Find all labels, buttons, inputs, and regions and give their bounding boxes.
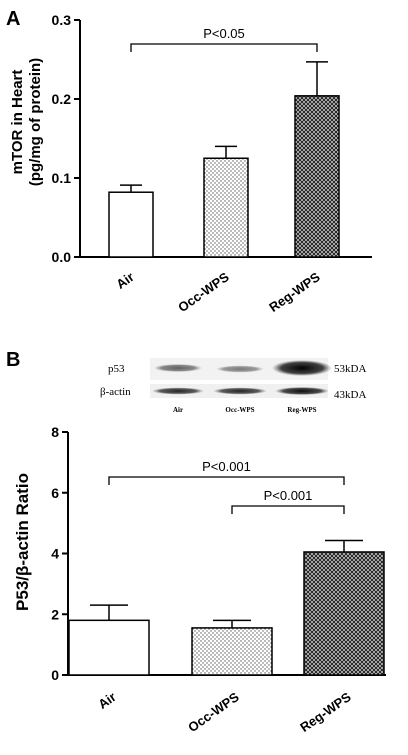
category-label: Air xyxy=(113,269,136,292)
blot-band-actin-air xyxy=(152,387,204,395)
blot-lane-occ: Occ-WPS xyxy=(225,406,254,414)
panel-b: B p53 β-actin 53kDA 43kDA Air Occ-WPS Re… xyxy=(6,349,386,735)
panel-b-ylabel: P53/β-actin Ratio xyxy=(13,473,32,611)
panel-letter-b: B xyxy=(6,349,20,371)
blot-band-p53-air xyxy=(154,364,202,372)
significance-label: P<0.001 xyxy=(264,488,313,503)
significance-label: P<0.001 xyxy=(202,459,251,474)
category-label: Reg-WPS xyxy=(266,269,323,315)
western-blot: p53 β-actin 53kDA 43kDA Air Occ-WPS Reg-… xyxy=(100,358,366,414)
y-tick-label: 8 xyxy=(51,424,59,440)
y-tick-label: 2 xyxy=(51,606,59,622)
panel-b-significance: P<0.001 P<0.001 xyxy=(108,459,345,514)
bar-occ-wps xyxy=(191,627,273,676)
panel-a: A 0.00.10.20.3 P<0.05 Air Occ-WPS Reg-WPS … xyxy=(6,8,372,315)
blot-band-p53-occ xyxy=(216,365,264,373)
bar-air xyxy=(68,619,150,676)
bar-occ-wps xyxy=(203,157,249,258)
y-tick-label: 4 xyxy=(51,546,59,562)
y-tick-label: 0.0 xyxy=(52,249,72,265)
significance-label: P<0.05 xyxy=(203,26,245,41)
blot-band-p53-reg xyxy=(272,360,332,376)
category-label: Occ-WPS xyxy=(175,269,232,315)
category-label: Air xyxy=(95,689,118,712)
bar-reg-wps xyxy=(303,551,385,676)
bar-air xyxy=(108,191,154,258)
blot-size-p53: 53kDA xyxy=(334,363,366,375)
significance-bracket xyxy=(231,505,345,514)
significance-bracket xyxy=(130,43,318,52)
blot-lane-air: Air xyxy=(173,406,183,414)
panel-letter-a: A xyxy=(6,8,20,30)
blot-size-actin: 43kDA xyxy=(334,389,366,401)
y-tick-label: 6 xyxy=(51,485,59,501)
panel-b-bars xyxy=(68,539,385,676)
panel-a-ylabel-line2: (pg/mg of protein) xyxy=(27,58,44,186)
significance-bracket xyxy=(108,476,345,485)
panel-b-category-labels: Air Occ-WPS Reg-WPS xyxy=(95,689,354,735)
blot-band-actin-occ xyxy=(213,387,267,395)
blot-row-label-actin: β-actin xyxy=(100,386,131,398)
y-tick-label: 0 xyxy=(51,667,59,683)
panel-a-category-labels: Air Occ-WPS Reg-WPS xyxy=(113,269,323,315)
y-tick-label: 0.3 xyxy=(52,12,72,28)
blot-lane-reg: Reg-WPS xyxy=(287,406,316,414)
category-label: Occ-WPS xyxy=(185,689,242,735)
y-tick-label: 0.2 xyxy=(52,91,72,107)
blot-band-actin-reg xyxy=(275,387,329,395)
panel-a-ylabel-line1: mTOR in Heart xyxy=(9,70,26,175)
panel-a-significance: P<0.05 xyxy=(130,26,318,52)
blot-row-label-p53: p53 xyxy=(108,363,125,375)
bar-reg-wps xyxy=(294,95,340,258)
y-tick-label: 0.1 xyxy=(52,170,72,186)
panel-a-bars xyxy=(108,61,340,258)
category-label: Reg-WPS xyxy=(297,689,354,735)
